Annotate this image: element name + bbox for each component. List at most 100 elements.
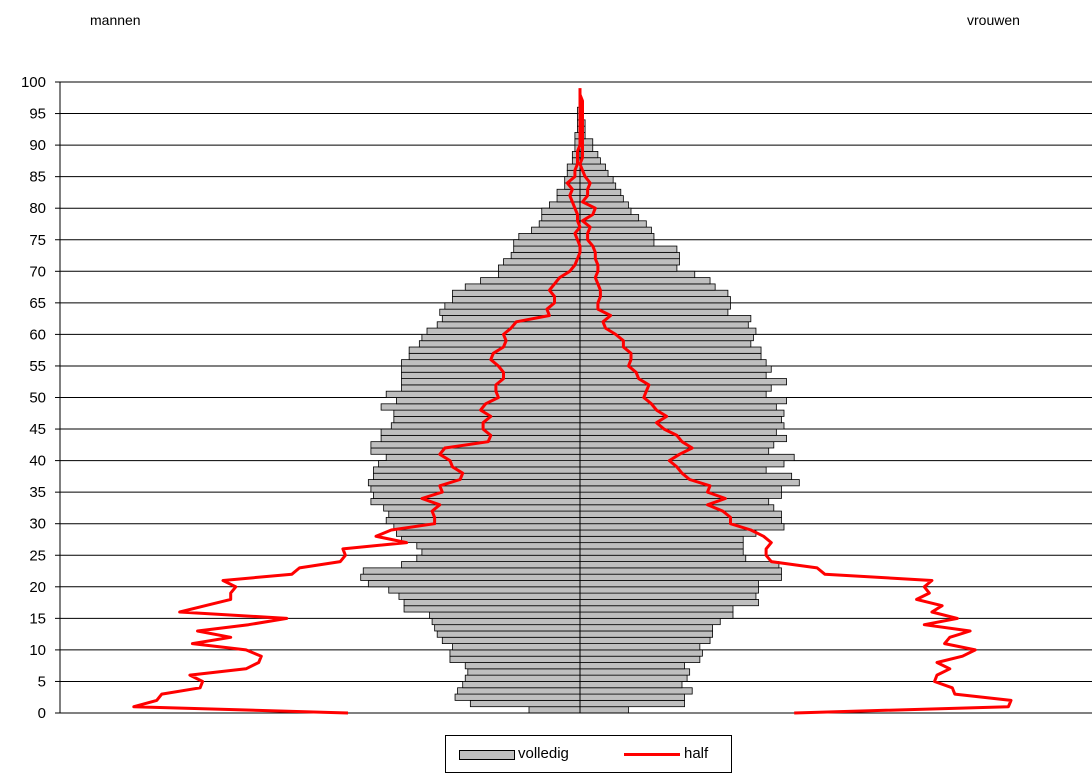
bar-men-age-82 (556, 188, 581, 196)
bar-women-age-55 (579, 359, 767, 367)
bar-women-age-3 (579, 687, 693, 695)
bar-women-age-32 (579, 504, 775, 512)
y-tick-label-40: 40 (29, 453, 46, 470)
bar-men-age-31 (388, 510, 581, 518)
bar-men-age-33 (370, 498, 581, 506)
bar-women-age-24 (579, 554, 747, 562)
y-tick-label-0: 0 (38, 705, 46, 722)
bar-men-age-4 (462, 681, 581, 689)
y-tick-label-35: 35 (29, 484, 46, 501)
line-half-women (578, 88, 1013, 715)
bar-women-age-75 (579, 233, 655, 241)
bar-men-age-15 (429, 611, 581, 619)
bar-men-age-53 (401, 371, 581, 379)
bar-men-age-50 (385, 390, 581, 398)
bar-men-age-3 (457, 687, 581, 695)
legend-label-volledig: volledig (518, 745, 569, 762)
bar-women-age-42 (579, 441, 775, 449)
bar-men-age-32 (383, 504, 581, 512)
bar-men-age-56 (408, 352, 581, 361)
bar-men-age-62 (441, 315, 581, 323)
axes (59, 82, 1092, 714)
bar-women-age-64 (579, 302, 731, 310)
bar-men-age-40 (385, 453, 581, 462)
bar-women-age-0 (579, 706, 629, 714)
y-tick-label-15: 15 (29, 610, 46, 627)
bar-men-age-16 (403, 605, 581, 613)
legend: volledig half (445, 735, 732, 773)
bar-men-age-25 (421, 548, 581, 556)
bar-men-age-61 (436, 321, 581, 329)
bar-men-age-54 (401, 365, 581, 373)
bar-women-age-9 (579, 649, 703, 657)
bar-women-age-7 (579, 662, 685, 670)
bar-women-age-40 (579, 453, 795, 462)
bar-men-age-74 (513, 239, 581, 247)
bar-men-age-2 (454, 693, 581, 701)
bar-women-age-38 (579, 466, 767, 474)
bar-women-age-41 (579, 447, 770, 455)
y-tick-label-65: 65 (29, 295, 46, 312)
bar-women-age-31 (579, 510, 782, 518)
bar-men-age-18 (398, 592, 581, 600)
bar-women-age-65 (579, 296, 731, 304)
women-side-label: vrouwen (967, 12, 1020, 28)
bar-men-age-22 (362, 567, 581, 575)
bar-women-age-66 (579, 289, 729, 297)
y-tick-label-95: 95 (29, 106, 46, 123)
bar-women-age-43 (579, 434, 787, 443)
bar-men-age-39 (378, 460, 581, 468)
bar-women-age-11 (579, 636, 711, 644)
y-tick-label-45: 45 (29, 421, 46, 438)
bar-men-age-7 (464, 662, 581, 670)
bar-women-age-34 (579, 491, 782, 499)
bar-men-age-77 (538, 220, 581, 228)
bar-women-age-1 (579, 699, 685, 708)
bar-women-age-53 (579, 371, 767, 379)
bar-women-age-12 (579, 630, 714, 638)
y-tick-label-30: 30 (29, 516, 46, 533)
bar-women-age-30 (579, 516, 782, 525)
y-axis-ticks: 0 5 10 15 20 25 30 35 40 45 50 55 60 65 70 75 80 85 90 95 10… (21, 74, 60, 722)
y-tick-label-100: 100 (21, 74, 46, 91)
bar-women-age-48 (579, 403, 777, 411)
y-tick-label-90: 90 (29, 137, 46, 154)
bar-women-age-45 (579, 422, 785, 430)
bar-men-age-64 (444, 302, 581, 310)
bar-men-age-70 (497, 264, 581, 272)
bar-women-age-28 (579, 529, 757, 537)
bar-men-age-0 (528, 706, 581, 714)
bar-men-age-81 (556, 195, 581, 203)
bar-women-age-44 (579, 428, 777, 436)
bar-women-age-83 (579, 182, 617, 190)
bar-men-age-23 (401, 561, 581, 569)
bar-women-age-20 (579, 580, 759, 588)
bar-men-age-1 (469, 699, 581, 708)
bar-women-age-19 (579, 586, 759, 594)
bar-men-age-51 (401, 384, 581, 392)
bar-women-age-4 (579, 681, 683, 689)
bar-men-age-27 (401, 535, 581, 544)
bar-men-age-78 (541, 214, 581, 222)
bar-women-age-47 (579, 409, 785, 417)
y-tick-label-55: 55 (29, 358, 46, 375)
y-tick-label-70: 70 (29, 263, 46, 280)
bar-women-age-27 (579, 535, 744, 544)
bar-men-age-58 (418, 340, 581, 348)
bar-men-age-6 (467, 668, 581, 676)
bar-men-age-72 (510, 251, 581, 260)
bar-women-age-49 (579, 397, 787, 405)
bar-men-age-24 (416, 554, 581, 562)
bar-men-age-19 (388, 586, 581, 594)
bar-men-age-41 (370, 447, 581, 455)
y-tick-label-50: 50 (29, 390, 46, 407)
bar-men-age-5 (464, 674, 581, 682)
bar-women-age-13 (579, 624, 714, 632)
bar-women-age-26 (579, 542, 744, 550)
bar-men-age-45 (390, 422, 581, 430)
y-tick-label-20: 20 (29, 579, 46, 596)
bar-men-age-20 (367, 580, 581, 588)
bar-women-age-57 (579, 346, 762, 354)
bar-men-age-17 (403, 599, 581, 607)
bar-women-age-5 (579, 674, 688, 682)
